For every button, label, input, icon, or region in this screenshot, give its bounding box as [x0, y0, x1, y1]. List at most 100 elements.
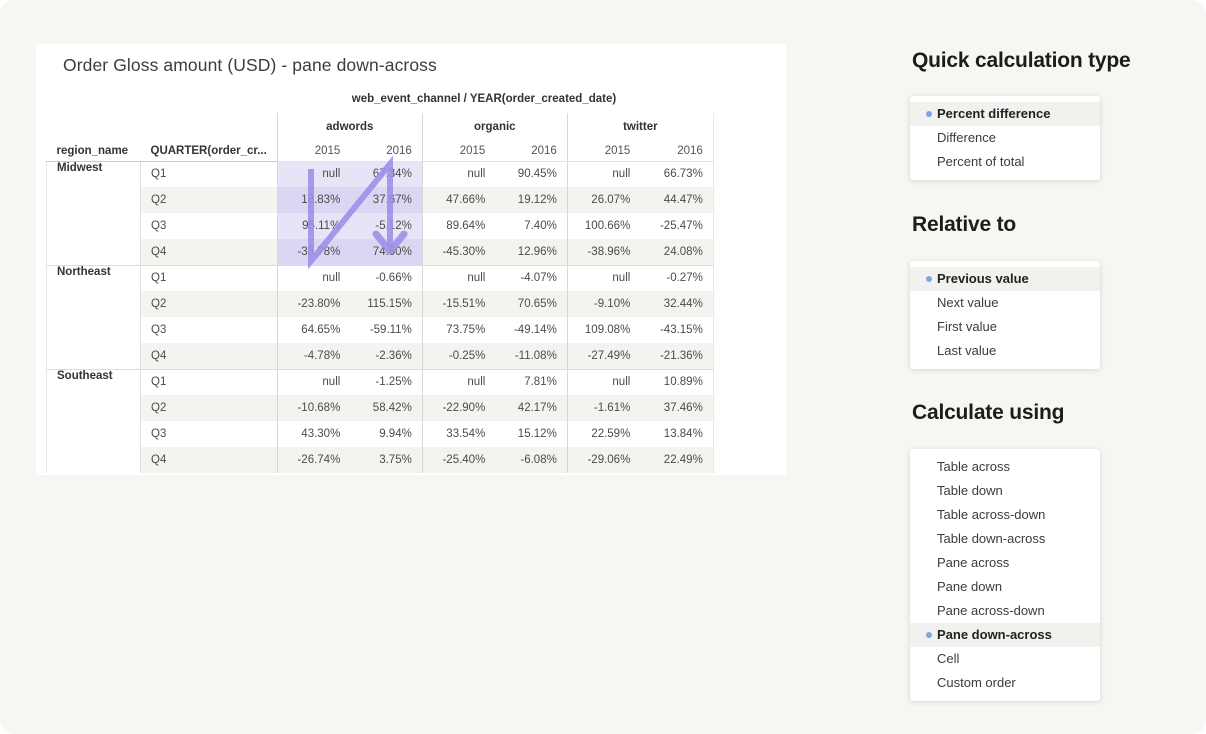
value-cell: 37.67%	[350, 187, 423, 213]
value-cell: -0.66%	[350, 264, 423, 291]
value-cell: -25.47%	[640, 213, 714, 239]
option-custom-order[interactable]: Custom order	[910, 671, 1100, 695]
value-cell: -35.78%	[276, 239, 351, 265]
value-cell: -27.49%	[566, 343, 641, 369]
value-cell: -1.25%	[350, 368, 423, 395]
option-pane-down-across[interactable]: Pane down-across	[910, 623, 1100, 647]
quarter-label: Q1	[140, 264, 278, 291]
value-cell: null	[421, 368, 496, 395]
value-cell: 10.89%	[640, 368, 714, 395]
panel-heading-calculate-using: Calculate using	[912, 401, 1065, 424]
option-last-value[interactable]: Last value	[910, 339, 1100, 363]
value-cell: 9.94%	[379, 428, 412, 440]
value-cell: -38.96%	[566, 239, 641, 265]
value-cell: null	[276, 368, 351, 395]
value-cell: 24.08%	[640, 239, 714, 265]
value-cell: 18.83%	[276, 187, 351, 213]
option-list-calculate-using: Table across Table down Table across-down T…	[910, 449, 1100, 701]
value-cell: 43.30%	[276, 421, 351, 447]
value-cell: 7.81%	[495, 368, 568, 395]
option-label: Previous value	[937, 271, 1029, 286]
quarter-label: Q3	[140, 421, 278, 447]
quarter-label: Q4	[140, 239, 278, 265]
quarter-label: Q2	[140, 395, 278, 421]
region-label: Midwest	[46, 161, 141, 265]
value-cell: -0.25%	[421, 343, 496, 369]
value-cell: 73.75%	[421, 317, 496, 343]
value-cell: -4.07%	[495, 264, 568, 291]
channel-header-adwords: adwords	[276, 113, 423, 141]
value-cell: 19.12%	[495, 187, 568, 213]
value-cell: 109.08%	[566, 317, 641, 343]
value-cell: -2.36%	[350, 343, 423, 369]
value-cell: 58.42%	[350, 395, 423, 421]
option-label: Pane across-down	[937, 603, 1045, 618]
value-cell: 7.40%	[524, 220, 557, 232]
value-cell: 13.84%	[640, 421, 714, 447]
option-label: First value	[937, 319, 997, 334]
option-next-value[interactable]: Next value	[910, 291, 1100, 315]
value-cell: -1.61%	[566, 395, 641, 421]
value-cell: 22.49%	[640, 447, 714, 473]
year-header: 2015	[276, 141, 351, 162]
option-previous-value[interactable]: Previous value	[910, 267, 1100, 291]
option-table-down-across[interactable]: Table down-across	[910, 527, 1100, 551]
quarter-label: Q3	[140, 213, 278, 239]
option-label: Custom order	[937, 675, 1016, 690]
option-label: Table down-across	[937, 531, 1046, 546]
panel-heading-quick-calculation-type: Quick calculation type	[912, 49, 1131, 72]
value-cell: 33.54%	[421, 421, 496, 447]
option-percent-of-total[interactable]: Percent of total	[910, 150, 1100, 174]
value-cell: -10.68%	[276, 395, 351, 421]
pivot-table: adwords organic twitter region_name QUAR…	[46, 113, 714, 473]
option-table-down[interactable]: Table down	[910, 479, 1100, 503]
value-cell: 44.47%	[640, 187, 714, 213]
quarter-label: Q1	[140, 368, 278, 395]
option-pane-down[interactable]: Pane down	[910, 575, 1100, 599]
value-cell: -4.78%	[276, 343, 351, 369]
option-percent-difference[interactable]: Percent difference	[910, 102, 1100, 126]
region-label: Southeast	[46, 368, 141, 473]
value-cell: 67.34%	[350, 161, 423, 187]
value-cell: -23.80%	[276, 291, 351, 317]
report-card: Order Gloss amount (USD) - pane down-acr…	[36, 44, 786, 475]
value-cell: -11.08%	[495, 343, 568, 369]
value-cell: 95.11%	[276, 213, 351, 239]
value-cell: 42.17%	[495, 395, 568, 421]
value-cell: -5.12%	[350, 213, 423, 239]
quarter-label: Q3	[140, 317, 278, 343]
value-cell: -43.15%	[640, 317, 714, 343]
value-cell: -6.08%	[495, 447, 568, 473]
option-pane-across-down[interactable]: Pane across-down	[910, 599, 1100, 623]
value-cell: null	[566, 161, 641, 187]
year-header: 2016	[350, 141, 423, 162]
option-list-quick-calculation-type: Percent difference Difference Percent of t…	[910, 96, 1100, 180]
value-cell: 12.96%	[495, 239, 568, 265]
quarter-label: Q4	[140, 447, 278, 473]
value-cell: -59.11%	[369, 324, 412, 336]
region-label: Northeast	[46, 264, 141, 369]
option-label: Difference	[937, 130, 997, 145]
value-cell: null	[566, 368, 641, 395]
quarter-label: Q2	[140, 291, 278, 317]
value-cell: 64.65%	[276, 317, 351, 343]
option-difference[interactable]: Difference	[910, 126, 1100, 150]
option-cell[interactable]: Cell	[910, 647, 1100, 671]
value-cell: -21.36%	[640, 343, 714, 369]
panel-heading-relative-to: Relative to	[912, 213, 1016, 236]
option-pane-across[interactable]: Pane across	[910, 551, 1100, 575]
selected-dot-icon	[926, 111, 932, 117]
value-cell: null	[421, 161, 496, 187]
value-cell: 26.07%	[566, 187, 641, 213]
option-table-across[interactable]: Table across	[910, 455, 1100, 479]
option-first-value[interactable]: First value	[910, 315, 1100, 339]
value-cell: -0.27%	[640, 264, 714, 291]
value-cell: -15.51%	[421, 291, 496, 317]
selected-dot-icon	[926, 632, 932, 638]
option-table-across-down[interactable]: Table across-down	[910, 503, 1100, 527]
value-cell: null	[276, 161, 351, 187]
quarter-label: Q4	[140, 343, 278, 369]
option-label: Pane across	[937, 555, 1010, 570]
quarter-label: Q2	[140, 187, 278, 213]
